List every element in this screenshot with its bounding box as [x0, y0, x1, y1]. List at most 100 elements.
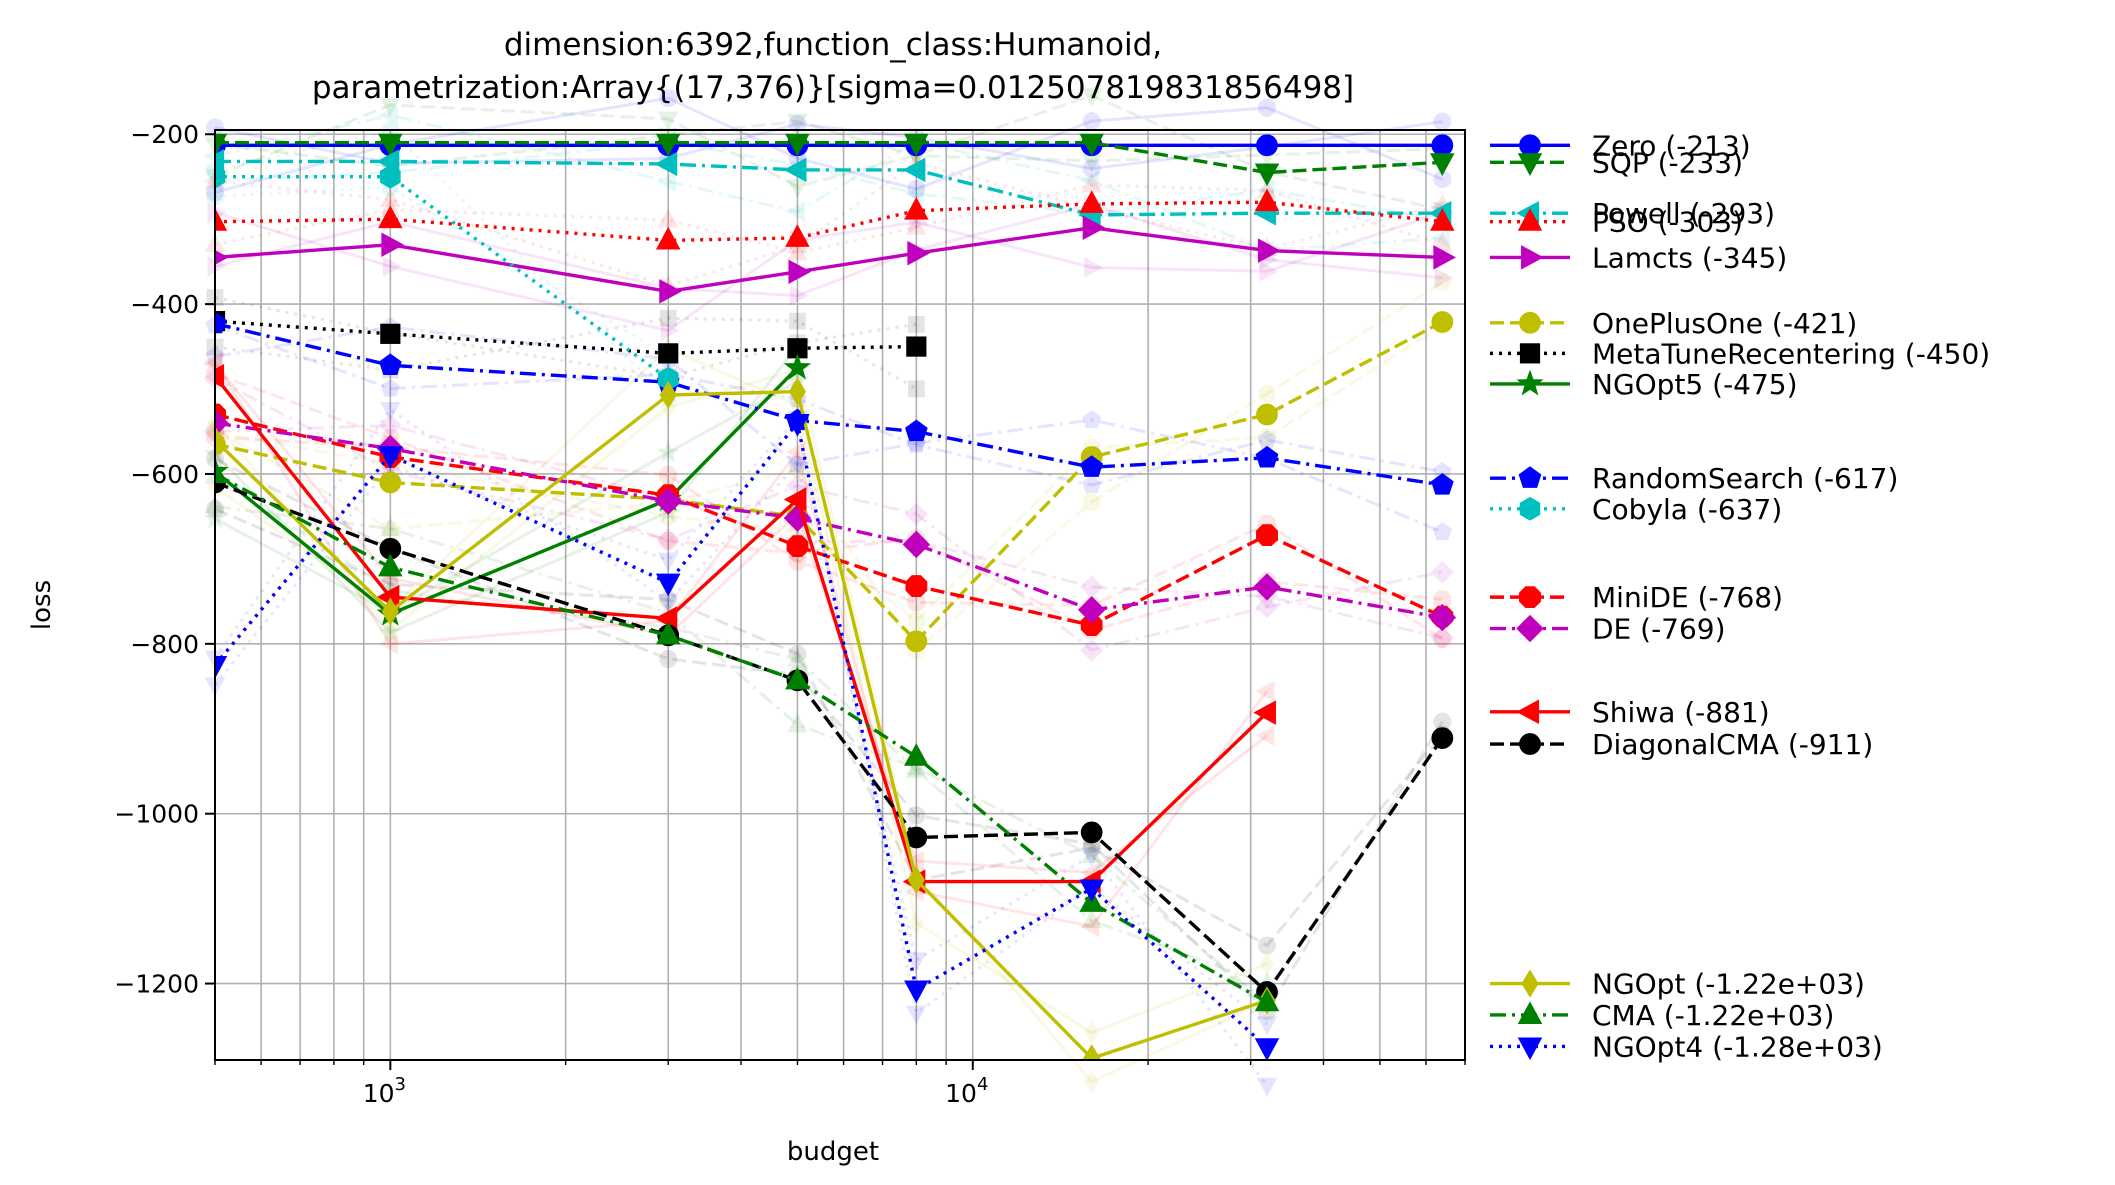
background-trace-line — [214, 140, 1443, 222]
series-marker — [659, 380, 677, 410]
series-marker — [654, 606, 678, 631]
background-trace-marker — [1080, 170, 1100, 191]
background-trace-marker — [1082, 159, 1101, 178]
background-trace-marker — [785, 201, 805, 222]
series-marker — [785, 414, 810, 437]
background-trace-marker — [907, 315, 925, 333]
legend-label: MiniDE (-768) — [1592, 581, 1783, 614]
background-trace-marker — [1433, 112, 1452, 131]
legend-label: MetaTuneRecentering (-450) — [1592, 337, 1990, 370]
legend-marker — [1521, 245, 1544, 270]
series-marker — [215, 164, 226, 189]
background-trace-marker — [1257, 936, 1277, 955]
series-marker — [381, 597, 399, 626]
series-marker — [380, 164, 401, 189]
legend-marker — [1519, 496, 1541, 521]
series-marker — [1254, 1038, 1280, 1060]
background-trace-marker — [381, 520, 400, 539]
background-trace-line — [214, 380, 799, 615]
series-marker — [1255, 445, 1279, 468]
series-marker — [902, 530, 931, 559]
background-trace-marker — [1257, 98, 1277, 117]
series-marker — [1077, 596, 1106, 624]
series-marker — [654, 151, 678, 177]
background-trace-line — [214, 210, 1443, 333]
legend-marker — [1517, 208, 1543, 231]
background-trace-line — [214, 323, 1443, 487]
series-marker — [788, 377, 806, 406]
background-trace-marker — [383, 618, 398, 642]
series-marker — [1256, 524, 1278, 547]
background-trace-marker — [787, 647, 808, 667]
legend-marker — [1517, 153, 1543, 176]
background-trace-marker — [657, 111, 679, 131]
background-trace-marker — [904, 502, 928, 526]
background-trace-line — [214, 457, 1444, 1014]
plot-frame — [214, 129, 1466, 1061]
y-tick-label: −600 — [130, 460, 199, 489]
series-marker — [1080, 614, 1103, 637]
background-trace-marker — [787, 713, 808, 733]
background-trace-marker — [380, 402, 401, 422]
legend-label: NGOpt5 (-475) — [1592, 368, 1798, 401]
legend-label: Zero (-213) — [1592, 129, 1751, 162]
background-trace-marker — [1430, 227, 1450, 249]
background-trace-marker — [1432, 522, 1452, 541]
legend-label: SQP (-233) — [1592, 146, 1743, 179]
x-tick-label: 103 — [363, 1074, 406, 1108]
background-trace-marker — [659, 466, 678, 485]
background-trace-line — [214, 183, 1443, 255]
series-marker — [785, 666, 810, 690]
background-trace-marker — [1081, 909, 1102, 928]
legend-label: NGOpt (-1.22e+03) — [1592, 968, 1865, 1001]
background-trace-marker — [656, 171, 676, 192]
series-marker — [215, 425, 224, 455]
background-trace-marker — [1084, 1020, 1099, 1045]
background-trace-marker — [788, 459, 807, 479]
series-line — [215, 421, 1443, 620]
background-trace-marker — [1257, 384, 1277, 403]
series-marker — [378, 553, 403, 577]
background-trace-line — [214, 96, 1443, 194]
background-trace-marker — [788, 454, 807, 473]
series-marker — [905, 630, 928, 653]
series-marker — [1080, 821, 1103, 844]
series-marker — [902, 157, 926, 183]
background-trace-marker — [659, 531, 678, 550]
series-marker — [1254, 163, 1280, 187]
x-tick-label: 104 — [945, 1074, 988, 1108]
background-trace-marker — [788, 552, 807, 571]
series-marker — [1430, 153, 1455, 176]
background-trace-line — [214, 423, 1443, 640]
series-marker — [905, 419, 928, 442]
legend-label: OnePlusOne (-421) — [1592, 307, 1857, 340]
series-marker — [1254, 988, 1280, 1012]
y-tick-label: −1000 — [114, 800, 199, 829]
series-marker — [1079, 133, 1104, 157]
background-trace-marker — [789, 285, 809, 306]
legend-marker — [1519, 733, 1541, 755]
series-line — [215, 140, 1443, 175]
series-marker — [654, 487, 682, 515]
background-trace-marker — [656, 528, 680, 552]
series-marker — [380, 323, 401, 344]
background-trace-marker — [906, 215, 927, 235]
series-marker — [215, 460, 228, 483]
background-trace-marker — [1430, 560, 1454, 584]
series-marker — [1253, 573, 1281, 601]
legend-label: DE (-769) — [1592, 613, 1726, 646]
background-trace-line — [214, 203, 1443, 298]
background-trace-marker — [1259, 952, 1275, 976]
background-trace-marker — [787, 456, 808, 476]
background-trace-marker — [378, 620, 402, 643]
series-marker — [1430, 208, 1455, 231]
chart-title-line-2: parametrization:Array{(17,376)}[sigma=0.… — [312, 70, 1354, 106]
background-trace-marker — [909, 911, 924, 935]
background-trace-marker — [1080, 916, 1100, 937]
series-line — [215, 319, 917, 356]
background-trace-line — [214, 316, 918, 391]
series-marker — [1080, 455, 1103, 477]
legend-marker — [1519, 343, 1541, 364]
legend-label: RandomSearch (-617) — [1592, 462, 1898, 495]
y-tick-label: −200 — [130, 120, 199, 149]
